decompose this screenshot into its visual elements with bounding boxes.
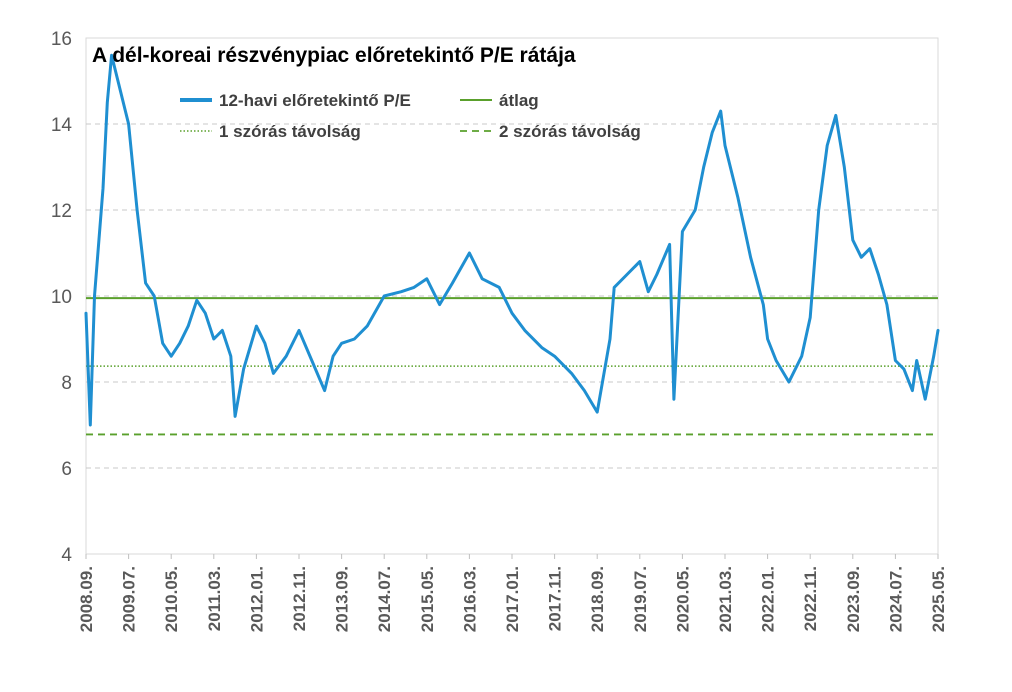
x-tick-1: 2009.07. xyxy=(120,566,139,632)
legend-label-sd1: 1 szórás távolság xyxy=(219,122,361,141)
legend-label-pe: 12-havi előretekintő P/E xyxy=(219,91,411,110)
x-tick-8: 2015.05. xyxy=(418,566,437,632)
x-tick-6: 2013.09. xyxy=(333,566,352,632)
x-tick-4: 2012.01. xyxy=(247,566,266,632)
pe-line xyxy=(84,53,940,427)
x-tick-2: 2010.05. xyxy=(162,566,181,632)
y-tick-12: 12 xyxy=(51,201,72,222)
x-tick-9: 2016.03. xyxy=(460,566,479,632)
x-tick-11: 2017.11. xyxy=(546,566,565,631)
x-tick-5: 2012.11. xyxy=(290,566,309,631)
gridlines xyxy=(86,123,938,469)
x-tick-7: 2014.07. xyxy=(375,566,394,632)
x-tick-15: 2021.03. xyxy=(716,566,735,632)
x-tick-3: 2011.03. xyxy=(205,566,224,631)
x-tick-14: 2020.05. xyxy=(673,566,692,632)
y-tick-4: 4 xyxy=(61,545,72,566)
x-tick-17: 2022.11. xyxy=(801,566,820,631)
x-tick-10: 2017.01. xyxy=(503,566,522,632)
x-tick-18: 2023.09. xyxy=(844,566,863,632)
x-tick-20: 2025.05. xyxy=(929,566,948,632)
x-tick-13: 2019.07. xyxy=(631,566,650,632)
y-tick-8: 8 xyxy=(61,373,72,394)
legend-label-sd2: 2 szórás távolság xyxy=(499,122,641,141)
y-tick-16: 16 xyxy=(51,29,72,50)
y-tick-6: 6 xyxy=(61,459,72,480)
x-tick-0: 2008.09. xyxy=(77,566,96,632)
x-tick-12: 2018.09. xyxy=(588,566,607,632)
chart-title: A dél-koreai részvénypiac előretekintő P… xyxy=(92,44,576,67)
x-axis: 2008.09. 2009.07. 2010.05. 2011.03. 2012.01.… xyxy=(77,554,948,632)
legend: 12-havi előretekintő P/E átlag 1 szórás … xyxy=(180,91,641,141)
y-axis: 4 6 8 10 12 14 16 xyxy=(51,29,73,566)
reference-lines xyxy=(86,297,938,436)
x-tick-19: 2024.07. xyxy=(886,566,905,632)
pe-series xyxy=(84,53,940,427)
x-tick-16: 2022.01. xyxy=(759,566,778,632)
y-tick-14: 14 xyxy=(51,115,73,136)
y-tick-10: 10 xyxy=(51,287,72,308)
legend-label-avg: átlag xyxy=(499,91,539,110)
